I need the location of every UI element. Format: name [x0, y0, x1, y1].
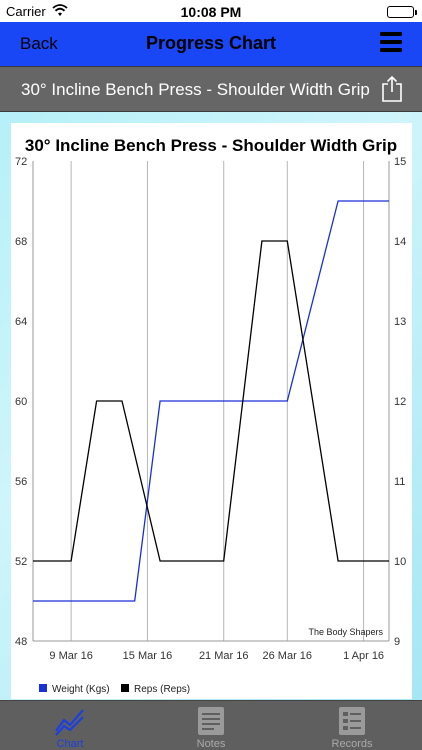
records-icon — [335, 705, 369, 737]
y-left-tick-label: 52 — [15, 556, 27, 568]
chart-icon — [53, 705, 87, 737]
wifi-icon — [52, 3, 68, 20]
tab-label: Notes — [196, 738, 226, 750]
x-tick-label: 21 Mar 16 — [199, 650, 249, 662]
series-line-reps — [33, 240, 389, 562]
tab-notes[interactable]: Notes — [141, 701, 281, 750]
y-left-tick-label: 56 — [15, 476, 27, 488]
x-tick-label: 9 Mar 16 — [49, 650, 92, 662]
tab-label: Chart — [56, 738, 84, 750]
y-right-tick-label: 14 — [394, 236, 406, 248]
battery-icon — [387, 6, 417, 18]
page-title: Progress Chart — [145, 33, 277, 53]
x-tick-label: 1 Apr 16 — [343, 650, 384, 662]
exercise-title: 30° Incline Bench Press - Shoulder Width… — [21, 80, 370, 99]
y-left-tick-label: 64 — [15, 316, 27, 328]
series-line-weight — [33, 200, 389, 602]
y-right-tick-label: 15 — [394, 156, 406, 168]
y-right-tick-label: 10 — [394, 556, 406, 568]
y-left-tick-label: 72 — [15, 156, 27, 168]
tab-bar: Chart Notes Records — [0, 700, 422, 750]
exercise-header: 30° Incline Bench Press - Shoulder Width… — [0, 66, 422, 112]
nav-bar: Back Progress Chart — [0, 22, 422, 66]
legend-swatch — [39, 684, 47, 692]
y-right-tick-label: 13 — [394, 316, 406, 328]
hamburger-menu-icon[interactable] — [380, 32, 402, 54]
y-left-tick-label: 68 — [15, 236, 27, 248]
y-right-tick-label: 11 — [394, 476, 405, 488]
tab-chart[interactable]: Chart — [0, 701, 140, 750]
progress-chart[interactable]: 30° Incline Bench Press - Shoulder Width… — [11, 123, 412, 699]
y-right-tick-label: 12 — [394, 396, 406, 408]
legend-label: Reps (Reps) — [134, 684, 190, 695]
chart-area: 30° Incline Bench Press - Shoulder Width… — [0, 112, 422, 700]
legend-label: Weight (Kgs) — [52, 684, 110, 695]
x-tick-label: 15 Mar 16 — [123, 650, 173, 662]
status-time: 10:08 PM — [180, 4, 242, 20]
chart-watermark: The Body Shapers — [308, 627, 383, 637]
back-button[interactable]: Back — [20, 34, 58, 53]
x-tick-label: 26 Mar 16 — [263, 650, 313, 662]
tab-records[interactable]: Records — [282, 701, 422, 750]
chart-title: 30° Incline Bench Press - Shoulder Width… — [25, 136, 397, 155]
tab-label: Records — [331, 738, 373, 750]
notes-icon — [194, 705, 228, 737]
status-bar: Carrier 10:08 PM — [0, 0, 422, 22]
chart-card: 30° Incline Bench Press - Shoulder Width… — [11, 123, 412, 699]
carrier-label: Carrier — [6, 4, 46, 19]
share-icon[interactable] — [380, 75, 404, 103]
y-left-tick-label: 60 — [15, 396, 27, 408]
legend-swatch — [121, 684, 129, 692]
y-right-tick-label: 9 — [394, 636, 400, 648]
y-left-tick-label: 48 — [15, 636, 27, 648]
